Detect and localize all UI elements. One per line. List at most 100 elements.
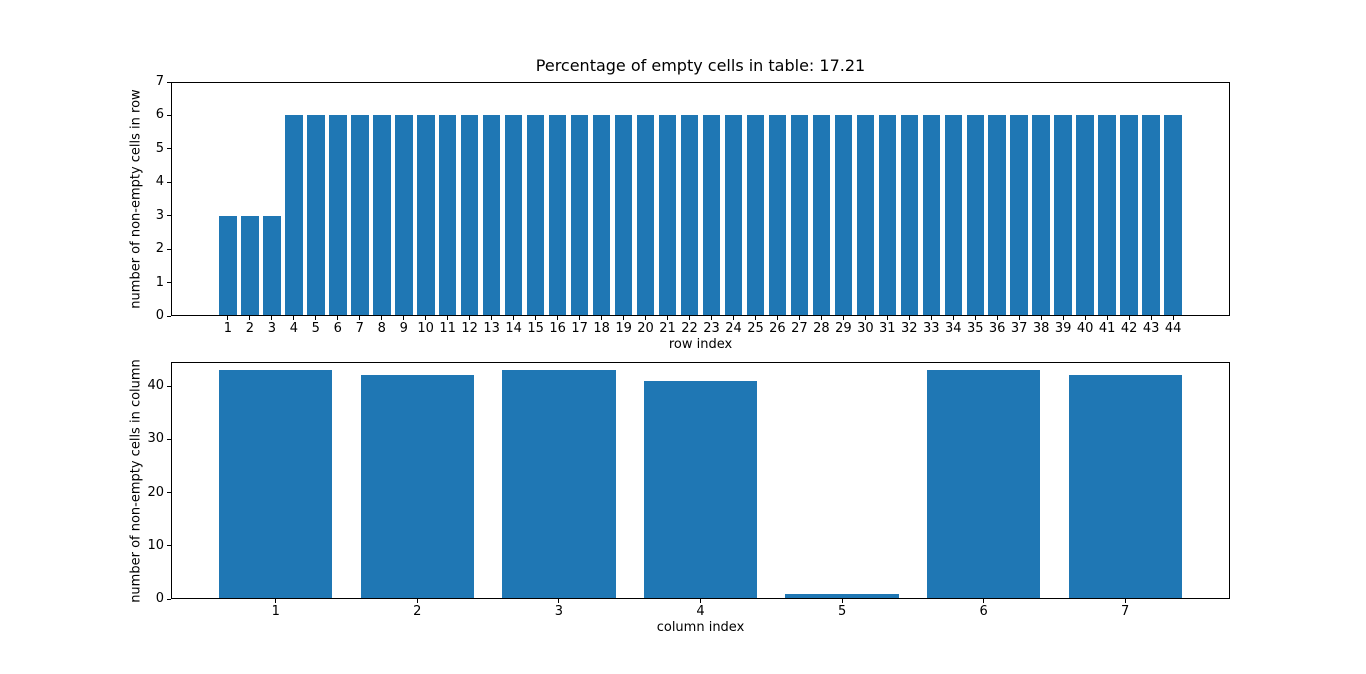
row-chart-bar xyxy=(1120,115,1138,316)
row-chart-x-tick-label: 12 xyxy=(461,321,478,336)
row-chart-x-tick-label: 11 xyxy=(439,321,456,336)
row-chart-x-tick-label: 30 xyxy=(857,321,874,336)
row-chart-bar xyxy=(636,115,655,316)
row-chart-bar xyxy=(460,115,479,316)
row-chart-x-tick-label: 38 xyxy=(1032,321,1050,336)
column-chart-x-tick xyxy=(983,599,985,603)
row-chart-y-tick xyxy=(167,81,171,83)
column-chart-x-tick xyxy=(558,599,560,603)
row-chart-bar xyxy=(373,115,391,316)
row-chart-x-tick-label: 3 xyxy=(267,321,277,336)
row-chart-bar xyxy=(526,115,545,316)
row-chart-y-tick-label: 1 xyxy=(155,274,164,290)
row-chart-y-tick xyxy=(167,282,171,284)
row-chart-x-tick xyxy=(271,316,273,320)
row-chart-x-tick-label: 19 xyxy=(615,321,632,336)
row-chart-y-tick-label: 2 xyxy=(155,241,164,257)
row-chart-x-tick xyxy=(886,316,888,320)
row-chart-x-tick xyxy=(1150,316,1152,320)
row-chart-bar xyxy=(922,115,941,316)
column-chart-x-tick xyxy=(1124,599,1126,603)
row-chart-x-tick xyxy=(557,316,559,320)
column-chart-x-tick-label: 6 xyxy=(979,604,988,619)
row-chart-x-tick xyxy=(535,316,537,320)
row-chart-bar xyxy=(680,115,699,316)
row-chart-x-tick-label: 14 xyxy=(505,321,522,336)
row-chart-bar xyxy=(658,115,677,316)
row-chart-bar xyxy=(812,115,831,316)
row-chart-bar xyxy=(900,115,919,316)
row-chart-x-tick xyxy=(733,316,734,320)
row-chart-x-tick xyxy=(1084,316,1086,320)
row-chart-x-tick xyxy=(820,316,822,320)
chart-title: Percentage of empty cells in table: 17.2… xyxy=(535,56,866,75)
row-chart-x-tick xyxy=(579,316,581,320)
row-chart-y-tick-label: 3 xyxy=(155,207,164,223)
row-chart-bar xyxy=(570,115,589,316)
row-chart-x-tick-label: 37 xyxy=(1010,321,1028,336)
row-chart-bar xyxy=(395,115,413,316)
row-chart-x-tick xyxy=(711,316,712,320)
row-chart-bar xyxy=(768,115,787,316)
column-chart-bar xyxy=(1068,375,1182,599)
row-chart-bar xyxy=(1098,115,1116,316)
row-chart-x-tick xyxy=(1040,316,1042,320)
row-chart-y-tick-label: 0 xyxy=(155,308,164,323)
row-chart-bar xyxy=(1142,115,1160,316)
row-chart-bar xyxy=(790,115,809,316)
row-chart-y-tick-label: 4 xyxy=(155,174,164,190)
column-chart-x-tick-label: 1 xyxy=(271,604,280,619)
row-chart-bar xyxy=(351,115,369,316)
row-chart-x-tick-label: 32 xyxy=(901,321,918,336)
column-chart-y-axis-label: number of non-empty cells in column xyxy=(128,358,144,603)
row-chart-y-tick xyxy=(167,114,171,116)
column-chart-x-tick-label: 5 xyxy=(837,604,847,619)
row-chart-x-tick-label: 21 xyxy=(659,321,676,336)
row-chart-bar xyxy=(1010,115,1028,316)
column-chart-x-tick-label: 3 xyxy=(554,604,564,619)
row-chart-x-tick xyxy=(469,316,471,320)
column-chart-x-tick-label: 2 xyxy=(413,604,422,619)
row-chart-bar xyxy=(966,115,985,316)
row-chart-y-tick xyxy=(167,215,171,217)
row-chart-x-tick xyxy=(645,316,646,320)
row-chart-x-tick-label: 17 xyxy=(571,321,588,336)
row-chart-bar xyxy=(482,115,501,316)
row-chart-x-tick xyxy=(249,316,251,320)
row-chart-x-tick xyxy=(1106,316,1108,320)
row-chart-x-tick xyxy=(1172,316,1174,320)
row-chart-x-tick-label: 1 xyxy=(223,321,233,336)
row-chart-x-tick xyxy=(403,316,405,320)
row-chart-x-tick-label: 7 xyxy=(355,321,364,336)
row-chart-bar xyxy=(878,115,897,316)
row-chart-bar xyxy=(1054,115,1072,316)
row-chart-y-tick xyxy=(167,181,171,183)
row-chart-bar xyxy=(504,115,523,316)
row-chart-x-tick-label: 42 xyxy=(1120,321,1138,336)
row-chart-bar xyxy=(263,215,281,316)
row-chart-x-tick xyxy=(798,316,800,320)
column-chart-bar xyxy=(502,370,616,599)
row-chart-x-tick xyxy=(996,316,998,320)
column-chart-x-tick xyxy=(416,599,418,603)
row-chart-bar xyxy=(614,115,633,316)
column-chart-axes: number of non-empty cells in column colu… xyxy=(129,359,1230,635)
row-chart-bar xyxy=(548,115,567,316)
row-chart-y-tick xyxy=(167,248,171,250)
row-chart-x-tick-label: 9 xyxy=(399,321,408,336)
column-chart-y-tick xyxy=(167,438,171,440)
row-chart-x-tick-label: 2 xyxy=(245,321,255,336)
row-chart-x-tick-label: 6 xyxy=(333,321,342,336)
row-chart-x-tick-label: 35 xyxy=(967,321,984,336)
row-chart-bar xyxy=(702,115,721,316)
row-chart-x-tick xyxy=(974,316,976,320)
row-chart-y-tick-label: 6 xyxy=(155,107,164,123)
row-chart-x-tick-label: 5 xyxy=(311,321,320,336)
column-chart-y-tick xyxy=(167,385,171,387)
row-chart-bar xyxy=(1076,115,1094,316)
row-chart-bar xyxy=(1164,115,1182,316)
row-chart-x-tick xyxy=(513,316,515,320)
row-chart-bar xyxy=(329,115,347,316)
row-chart-x-tick xyxy=(776,316,778,320)
